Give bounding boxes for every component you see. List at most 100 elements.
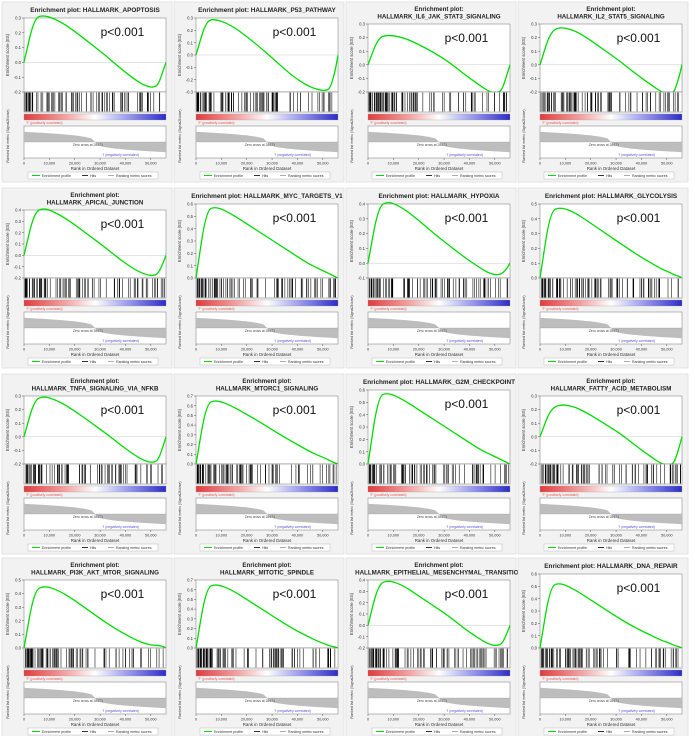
panel-title: Enrichment plot: HALLMARK_IL6_JAK_STAT3_S…	[377, 6, 500, 21]
p-value: p<0.001	[273, 403, 317, 417]
y-tick-label: -0.2	[186, 77, 194, 82]
legend-enrichment-label: Enrichment profile	[558, 174, 587, 178]
x-tick-label: 20,000	[413, 718, 425, 722]
y-tick-label: 0.3	[15, 16, 21, 21]
legend-hits-label: Hits	[90, 174, 96, 178]
y-axis-label-metric: Ranked list metric (Signal2Noise)	[522, 481, 526, 534]
x-tick-label: 10,000	[44, 534, 56, 538]
y-tick-label: 0.2	[187, 626, 193, 631]
x-axis-label: Rank in Ordered Dataset	[243, 538, 292, 543]
gsea-panel-11: Enrichment plot: HALLMARK_G2M_CHECKPOINT…	[345, 373, 517, 555]
es-plot-area	[23, 17, 167, 93]
y-tick-label: 0.2	[15, 230, 21, 235]
x-axis-label: Rank in Ordered Dataset	[415, 166, 464, 171]
legend-ranking-label: Ranking metric scores	[116, 360, 152, 364]
y-tick-label: 0.2	[187, 251, 193, 256]
y-tick-label: 0.1	[187, 452, 193, 457]
y-tick-label: -0.3	[186, 90, 194, 95]
panel-title-line: Enrichment plot:	[414, 562, 463, 569]
gsea-panel-1: Enrichment plot: HALLMARK_APOPTOSIS -0.2 -…	[1, 1, 173, 183]
zero-cross-label: Zero cross at 28471	[589, 515, 619, 519]
y-tick-label: 0.6	[531, 572, 537, 577]
x-tick-label: 30,000	[94, 162, 106, 166]
legend-box	[371, 171, 503, 180]
positive-label: 'F' (positively correlated)	[542, 121, 579, 125]
y-axis-label-es: Enrichment score (ES)	[349, 405, 354, 448]
positive-label: 'F' (positively correlated)	[26, 677, 63, 681]
negative-label: 'I' (negatively correlated)	[274, 153, 311, 157]
y-tick-label: 0.3	[359, 216, 365, 221]
panel-title-line: Enrichment plot:	[70, 192, 119, 199]
negative-label: 'I' (negatively correlated)	[102, 525, 139, 529]
positive-label: 'F' (positively correlated)	[198, 121, 235, 125]
x-tick-label: 40,000	[636, 534, 648, 538]
y-tick-label: -0.2	[14, 90, 22, 95]
y-tick-label: 0.2	[187, 442, 193, 447]
y-axis-label-metric: Ranked list metric (Signal2Noise)	[178, 481, 182, 534]
y-tick-label: 0.1	[187, 636, 193, 641]
legend-enrichment-label: Enrichment profile	[42, 174, 71, 178]
zero-cross-label: Zero cross at 28471	[73, 515, 103, 519]
hits-area	[539, 463, 683, 485]
y-tick-label: 0.1	[359, 612, 365, 617]
x-tick-label: 20,000	[241, 162, 253, 166]
y-tick-label: 0.2	[15, 30, 21, 35]
zero-cross-label: Zero cross at 28471	[245, 699, 275, 703]
x-tick-label: 20,000	[585, 348, 597, 352]
hits-area	[195, 277, 339, 299]
panel-title: Enrichment plot: HALLMARK_P53_PATHWAY	[198, 7, 336, 14]
metric-color-bar	[539, 113, 683, 121]
x-tick-label: 30,000	[266, 348, 278, 352]
legend-enrichment-label: Enrichment profile	[214, 730, 243, 734]
panel-title: Enrichment plot: HALLMARK_GLYCOLYSIS	[545, 193, 678, 200]
panel-title: Enrichment plot: HALLMARK_DNA_REPAIR	[544, 563, 678, 570]
x-tick-label: 20,000	[413, 534, 425, 538]
y-tick-label: 0.2	[15, 618, 21, 623]
y-axis-label-metric: Ranked list metric (Signal2Noise)	[350, 665, 354, 718]
positive-label: 'F' (positively correlated)	[370, 493, 407, 497]
x-tick-label: 40,000	[464, 162, 476, 166]
y-tick-label: 0.5	[359, 400, 365, 405]
gsea-panel-13: Enrichment plot: HALLMARK_PI3K_AKT_MTOR_S…	[1, 557, 173, 736]
y-tick-label: 0.1	[187, 263, 193, 268]
enrichment-profile-line	[539, 207, 683, 279]
metric-color-bar	[195, 485, 339, 493]
negative-label: 'I' (negatively correlated)	[102, 339, 139, 343]
es-plot-area	[23, 579, 167, 649]
x-axis-label: Rank in Ordered Dataset	[71, 166, 120, 171]
y-axis-label-es: Enrichment score (ES)	[521, 219, 526, 262]
y-tick-label: 0.1	[15, 421, 21, 426]
x-tick-label: 30,000	[438, 162, 450, 166]
legend-enrichment-label: Enrichment profile	[386, 174, 415, 178]
gsea-panel-10: Enrichment plot: HALLMARK_MTORC1_SIGNALIN…	[173, 373, 345, 555]
legend-ranking-label: Ranking metric scores	[632, 360, 668, 364]
x-tick-label: 50,000	[145, 534, 157, 538]
gsea-panel-4: Enrichment plot: HALLMARK_IL2_STAT5_SIGNA…	[517, 1, 689, 183]
es-plot-area	[539, 395, 683, 465]
x-tick-label: 10,000	[216, 718, 228, 722]
y-tick-label: 0.0	[359, 623, 365, 628]
x-tick-label: 10,000	[388, 348, 400, 352]
panel-title-line: Enrichment plot:	[586, 6, 635, 13]
positive-label: 'F' (positively correlated)	[26, 307, 63, 311]
enrichment-profile-line	[367, 34, 511, 94]
x-tick-label: 0	[23, 534, 25, 538]
metric-color-bar	[23, 299, 167, 307]
negative-label: 'I' (negatively correlated)	[274, 709, 311, 713]
es-plot-area	[195, 579, 339, 649]
y-axis-label-metric: Ranked list metric (Signal2Noise)	[350, 295, 354, 348]
y-tick-label: 0.0	[359, 261, 365, 266]
x-tick-label: 0	[539, 162, 541, 166]
legend-ranking-label: Ranking metric scores	[460, 360, 496, 364]
y-tick-label: 0.6	[359, 388, 365, 393]
y-tick-label: 0.1	[359, 246, 365, 251]
y-axis-label-metric: Ranked list metric (Signal2Noise)	[6, 481, 10, 534]
hits-area	[367, 463, 511, 485]
legend-box	[371, 543, 503, 552]
y-tick-label: 0.3	[359, 425, 365, 430]
hits-area	[195, 463, 339, 485]
y-tick-label: -0.1	[358, 76, 366, 81]
x-tick-label: 40,000	[464, 348, 476, 352]
x-tick-label: 30,000	[610, 718, 622, 722]
negative-label: 'I' (negatively correlated)	[274, 339, 311, 343]
